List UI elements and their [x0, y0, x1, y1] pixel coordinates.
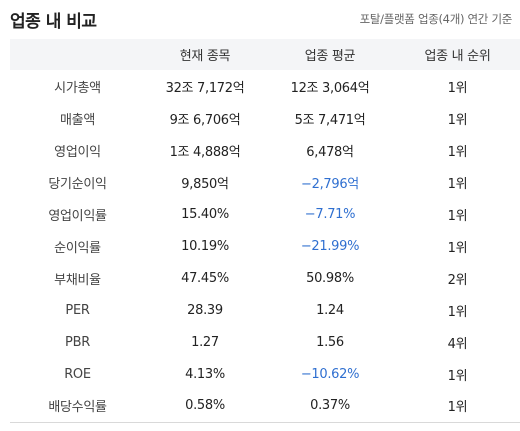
metric-label: 부채비율	[54, 272, 101, 288]
current-value: 1.27	[191, 334, 219, 350]
column-header-average: 업종 평균	[304, 49, 356, 64]
metric-label: ROE	[64, 366, 91, 382]
table-row: 순이익률 10.19% −21.99% 1위	[10, 230, 520, 262]
metric-label: 당기순이익	[48, 176, 107, 192]
rank-value: 2위	[447, 272, 468, 288]
average-value: −2,796억	[301, 176, 359, 192]
rank-value: 4위	[447, 336, 468, 352]
table-row: 영업이익 1조 4,888억 6,478억 1위	[10, 134, 520, 166]
table-row: 부채비율 47.45% 50.98% 2위	[10, 262, 520, 294]
panel-title: 업종 내 비교	[10, 11, 97, 32]
metric-label: 영업이익률	[48, 208, 107, 224]
current-value: 32조 7,172억	[165, 80, 245, 96]
metric-label: 시가총액	[54, 80, 101, 96]
table-row: 배당수익률 0.58% 0.37% 1위	[10, 390, 520, 423]
table-row: 영업이익률 15.40% −7.71% 1위	[10, 198, 520, 230]
average-value: 6,478억	[306, 144, 354, 160]
metric-label: PBR	[65, 334, 90, 350]
metric-label: 배당수익률	[10, 390, 145, 423]
average-value: 50.98%	[306, 270, 354, 286]
column-header-rank: 업종 내 순위	[424, 49, 491, 64]
panel-header: 업종 내 비교 포탈/플랫폼 업종(4개) 연간 기준	[10, 4, 512, 34]
comparison-table: 현재 종목 업종 평균 업종 내 순위 시가총액 32조 7,172억 12조 …	[10, 39, 520, 423]
current-value: 9,850억	[181, 176, 229, 192]
rank-value: 1위	[447, 144, 468, 160]
current-value: 0.58%	[145, 390, 265, 423]
column-header-current: 현재 종목	[179, 49, 231, 64]
rank-value: 1위	[447, 208, 468, 224]
metric-label: 순이익률	[54, 240, 101, 256]
average-value: 0.37%	[265, 390, 395, 423]
rank-value: 1위	[447, 112, 468, 128]
metric-label: 영업이익	[54, 144, 101, 160]
average-value: −10.62%	[300, 366, 360, 382]
current-value: 15.40%	[181, 206, 229, 222]
rank-value: 1위	[447, 304, 468, 320]
rank-value: 1위	[447, 368, 468, 384]
rank-value: 1위	[447, 240, 468, 256]
average-value: −7.71%	[304, 206, 356, 222]
average-value: 12조 3,064억	[290, 80, 370, 96]
table-row: PBR 1.27 1.56 4위	[10, 326, 520, 358]
current-value: 47.45%	[181, 270, 229, 286]
comparison-basis-text: 포탈/플랫폼 업종(4개) 연간 기준	[359, 12, 513, 26]
table-row: 시가총액 32조 7,172억 12조 3,064억 1위	[10, 70, 520, 102]
rank-value: 1위	[447, 176, 468, 192]
rank-value: 1위	[447, 80, 468, 96]
table-row: 매출액 9조 6,706억 5조 7,471억 1위	[10, 102, 520, 134]
metric-label: PER	[65, 302, 90, 318]
table-row: 당기순이익 9,850억 −2,796억 1위	[10, 166, 520, 198]
table-row: PER 28.39 1.24 1위	[10, 294, 520, 326]
column-header-metric	[10, 39, 145, 70]
table-row: ROE 4.13% −10.62% 1위	[10, 358, 520, 390]
average-value: 1.24	[316, 302, 344, 318]
rank-value: 1위	[395, 390, 520, 423]
current-value: 9조 6,706억	[169, 112, 241, 128]
average-value: 1.56	[316, 334, 344, 350]
current-value: 4.13%	[185, 366, 225, 382]
average-value: 5조 7,471억	[294, 112, 366, 128]
current-value: 1조 4,888억	[169, 144, 241, 160]
table-header-row: 현재 종목 업종 평균 업종 내 순위	[10, 39, 520, 70]
average-value: −21.99%	[300, 238, 360, 254]
table-body: 시가총액 32조 7,172억 12조 3,064억 1위 매출액 9조 6,7…	[10, 70, 520, 423]
current-value: 10.19%	[181, 238, 229, 254]
current-value: 28.39	[187, 302, 223, 318]
metric-label: 매출액	[60, 112, 95, 128]
